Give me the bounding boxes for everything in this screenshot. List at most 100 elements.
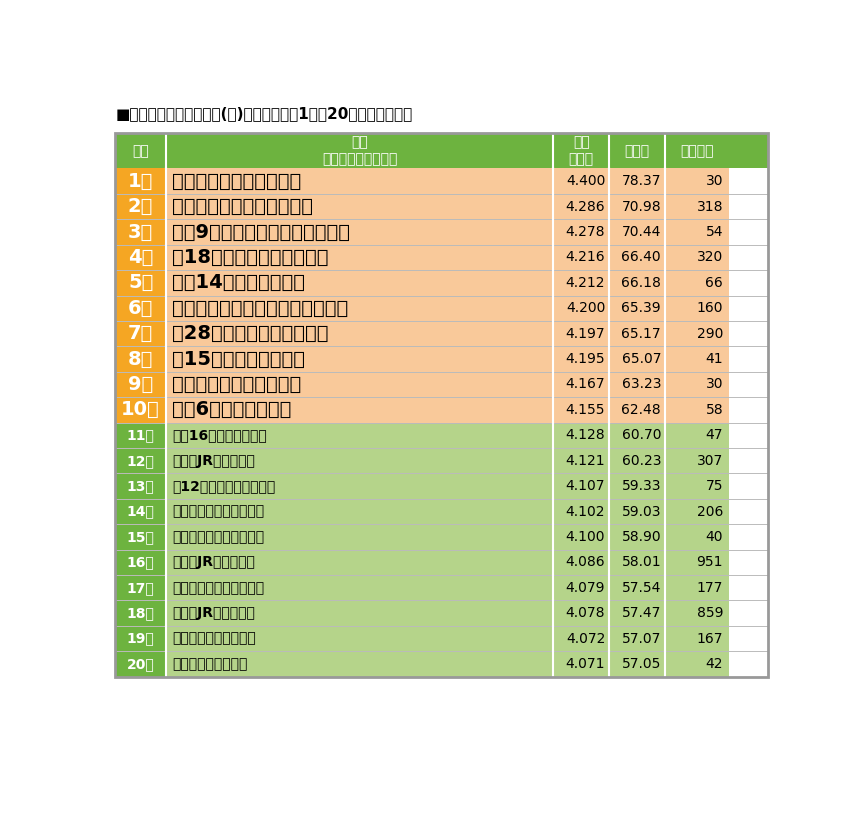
Text: 75: 75 — [705, 479, 722, 493]
Text: 桑園（JR函館本線）: 桑園（JR函館本線） — [172, 454, 255, 467]
Bar — [664, 651, 728, 676]
Text: 4位: 4位 — [127, 248, 153, 267]
Bar — [609, 422, 664, 448]
Bar — [553, 219, 609, 245]
Text: 62.48: 62.48 — [621, 403, 660, 416]
Bar — [165, 245, 553, 270]
Text: 41: 41 — [704, 352, 722, 366]
Bar — [115, 651, 165, 676]
Text: 札幌（JR函館本線）: 札幌（JR函館本線） — [172, 556, 255, 569]
Text: 30: 30 — [705, 377, 722, 392]
Bar — [553, 422, 609, 448]
Text: 57.47: 57.47 — [621, 606, 660, 620]
Bar — [115, 168, 165, 194]
Bar — [609, 601, 664, 626]
Text: 66.40: 66.40 — [621, 251, 660, 264]
Text: 66: 66 — [704, 276, 722, 290]
Text: 57.07: 57.07 — [621, 631, 660, 646]
Text: 859: 859 — [696, 606, 722, 620]
Text: 西線14条（札幌市電）: 西線14条（札幌市電） — [172, 273, 305, 292]
Text: 4.155: 4.155 — [565, 403, 604, 416]
Bar — [553, 347, 609, 372]
Text: 北12条（地下鉄南北線）: 北12条（地下鉄南北線） — [172, 479, 275, 493]
Bar — [609, 296, 664, 321]
Bar — [609, 372, 664, 397]
Bar — [609, 219, 664, 245]
Text: 4.079: 4.079 — [565, 581, 604, 595]
Bar — [553, 168, 609, 194]
Text: 66.18: 66.18 — [621, 276, 660, 290]
Text: 4.078: 4.078 — [565, 606, 604, 620]
Bar — [664, 168, 728, 194]
Bar — [553, 499, 609, 524]
Bar — [115, 270, 165, 296]
Bar — [609, 651, 664, 676]
Text: 58.01: 58.01 — [621, 556, 660, 569]
Text: 60.70: 60.70 — [621, 428, 660, 442]
Text: 160: 160 — [696, 302, 722, 315]
Text: 4.400: 4.400 — [566, 174, 604, 188]
Bar — [165, 422, 553, 448]
Text: 駅名
（代表的な沿線名）: 駅名 （代表的な沿線名） — [321, 135, 397, 167]
Text: 西15丁目（札幌市電）: 西15丁目（札幌市電） — [172, 350, 305, 368]
Text: 4.216: 4.216 — [565, 251, 604, 264]
Text: 206: 206 — [696, 505, 722, 518]
Bar — [664, 448, 728, 473]
Bar — [115, 133, 767, 676]
Text: 西線6条（札幌市電）: 西線6条（札幌市電） — [172, 401, 291, 419]
Text: 4.212: 4.212 — [565, 276, 604, 290]
Text: 4.167: 4.167 — [565, 377, 604, 392]
Text: 42: 42 — [705, 657, 722, 671]
Text: 16位: 16位 — [127, 556, 154, 569]
Text: ■住民に愛されている街(駅)ランキング＜1位～20位＞（札幌市）: ■住民に愛されている街(駅)ランキング＜1位～20位＞（札幌市） — [115, 106, 412, 121]
Bar — [115, 473, 165, 499]
Text: バスセンター前（地下鉄東西線）: バスセンター前（地下鉄東西線） — [172, 299, 348, 317]
Bar — [664, 270, 728, 296]
Bar — [553, 397, 609, 422]
Bar — [115, 601, 165, 626]
Text: 1位: 1位 — [127, 172, 153, 191]
Bar — [553, 245, 609, 270]
Bar — [165, 372, 553, 397]
Bar — [165, 270, 553, 296]
Text: 58.90: 58.90 — [621, 530, 660, 544]
Text: 4.200: 4.200 — [566, 302, 604, 315]
Text: 10位: 10位 — [121, 401, 160, 419]
Bar — [664, 626, 728, 651]
Bar — [553, 473, 609, 499]
Bar — [115, 550, 165, 575]
Text: 47: 47 — [705, 428, 722, 442]
Text: 30: 30 — [705, 174, 722, 188]
Text: 6位: 6位 — [127, 299, 153, 317]
Bar — [664, 194, 728, 219]
Text: 15位: 15位 — [127, 530, 154, 544]
Text: 7位: 7位 — [128, 324, 153, 343]
Text: 13位: 13位 — [127, 479, 154, 493]
Text: 18位: 18位 — [127, 606, 154, 620]
Text: 65.39: 65.39 — [621, 302, 660, 315]
Bar — [165, 347, 553, 372]
Text: 4.072: 4.072 — [566, 631, 604, 646]
Bar — [553, 194, 609, 219]
Bar — [115, 296, 165, 321]
Bar — [609, 397, 664, 422]
Bar — [609, 168, 664, 194]
Text: 70.44: 70.44 — [621, 225, 660, 239]
Bar — [553, 575, 609, 601]
Text: 4.100: 4.100 — [565, 530, 604, 544]
Bar — [609, 321, 664, 347]
Bar — [115, 397, 165, 422]
Text: 12位: 12位 — [127, 454, 154, 467]
Bar — [609, 194, 664, 219]
Text: 中島公園通（札幌市電）: 中島公園通（札幌市電） — [172, 530, 263, 544]
Bar — [115, 347, 165, 372]
Text: 東本願寺前（札幌市電）: 東本願寺前（札幌市電） — [172, 375, 301, 394]
Text: 11位: 11位 — [127, 428, 154, 442]
Bar — [165, 194, 553, 219]
Text: 59.33: 59.33 — [621, 479, 660, 493]
Text: 19位: 19位 — [127, 631, 154, 646]
Text: 4.107: 4.107 — [565, 479, 604, 493]
Text: 西線16条（札幌市電）: 西線16条（札幌市電） — [172, 428, 267, 442]
Text: 琴似（JR函館本線）: 琴似（JR函館本線） — [172, 606, 255, 620]
Bar — [115, 219, 165, 245]
